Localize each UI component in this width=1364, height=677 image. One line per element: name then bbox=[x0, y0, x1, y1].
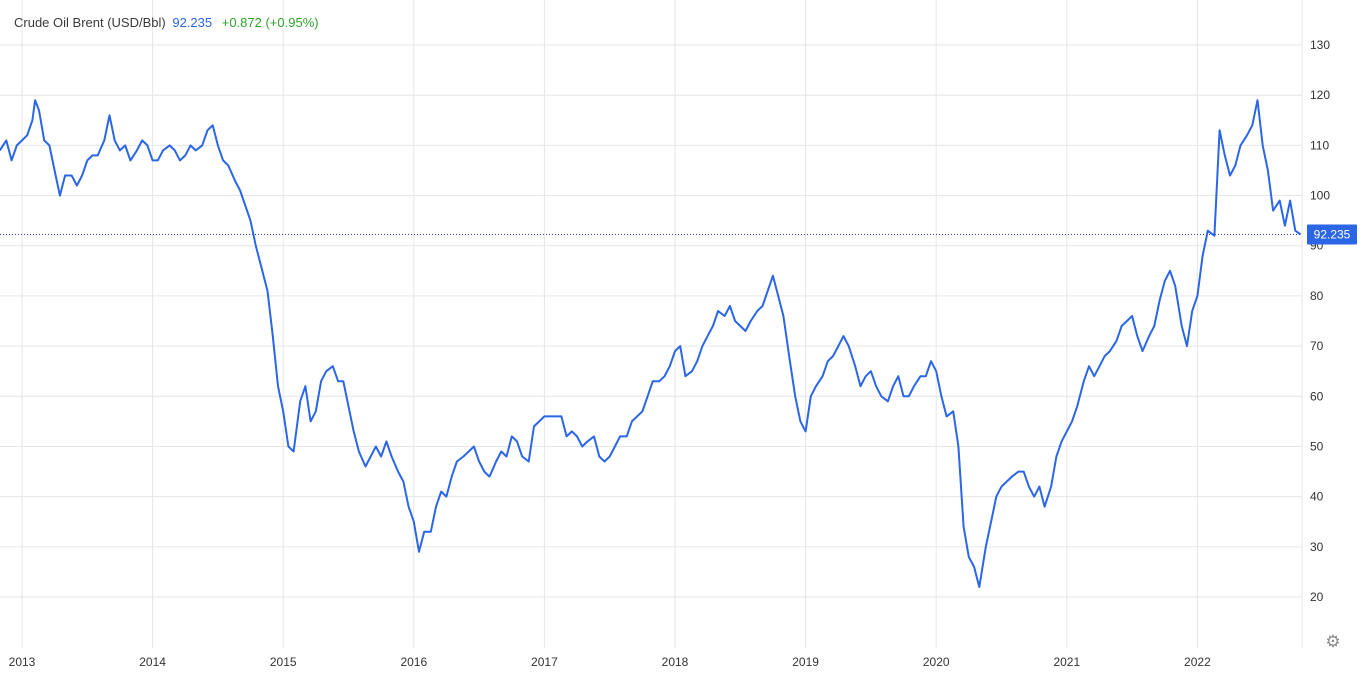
chart-legend: Crude Oil Brent (USD/Bbl) 92.235 +0.872 … bbox=[14, 15, 319, 30]
horizontal-gridlines bbox=[0, 44, 1302, 598]
x-tick-label: 2016 bbox=[400, 655, 427, 669]
instrument-name: Crude Oil Brent (USD/Bbl) bbox=[14, 15, 166, 30]
x-tick-label: 2015 bbox=[270, 655, 297, 669]
x-tick-label: 2014 bbox=[139, 655, 166, 669]
y-tick-label: 100 bbox=[1310, 189, 1330, 203]
y-tick-label: 130 bbox=[1310, 38, 1330, 52]
y-tick-label: 110 bbox=[1310, 138, 1329, 152]
y-tick-label: 70 bbox=[1310, 339, 1324, 353]
x-tick-label: 2017 bbox=[531, 655, 558, 669]
y-tick-label: 120 bbox=[1310, 88, 1330, 102]
vertical-gridlines bbox=[21, 0, 1198, 648]
last-price: 92.235 bbox=[172, 15, 213, 30]
x-axis-labels: 2013 2014 2015 2016 2017 2018 2019 2020 2021 2022 bbox=[9, 655, 1211, 669]
y-tick-label: 80 bbox=[1310, 289, 1324, 303]
x-tick-label: 2013 bbox=[9, 655, 36, 669]
y-tick-label: 50 bbox=[1310, 439, 1324, 453]
gear-icon[interactable]: ⚙ bbox=[1325, 632, 1341, 651]
x-tick-label: 2019 bbox=[792, 655, 819, 669]
series-line[interactable] bbox=[0, 99, 1302, 588]
x-tick-label: 2020 bbox=[923, 655, 950, 669]
x-tick-label: 2022 bbox=[1184, 655, 1211, 669]
price-tag-text: 92.235 bbox=[1314, 228, 1351, 242]
x-tick-label: 2021 bbox=[1053, 655, 1080, 669]
price-change: +0.872 (+0.95%) bbox=[221, 15, 319, 30]
y-tick-label: 30 bbox=[1310, 540, 1324, 554]
x-tick-label: 2018 bbox=[662, 655, 689, 669]
price-tag-background bbox=[1307, 224, 1357, 245]
y-tick-label: 60 bbox=[1310, 389, 1324, 403]
y-tick-label: 40 bbox=[1310, 490, 1324, 504]
current-price-tag: 92.235 bbox=[1307, 224, 1357, 245]
y-tick-label: 20 bbox=[1310, 590, 1324, 604]
